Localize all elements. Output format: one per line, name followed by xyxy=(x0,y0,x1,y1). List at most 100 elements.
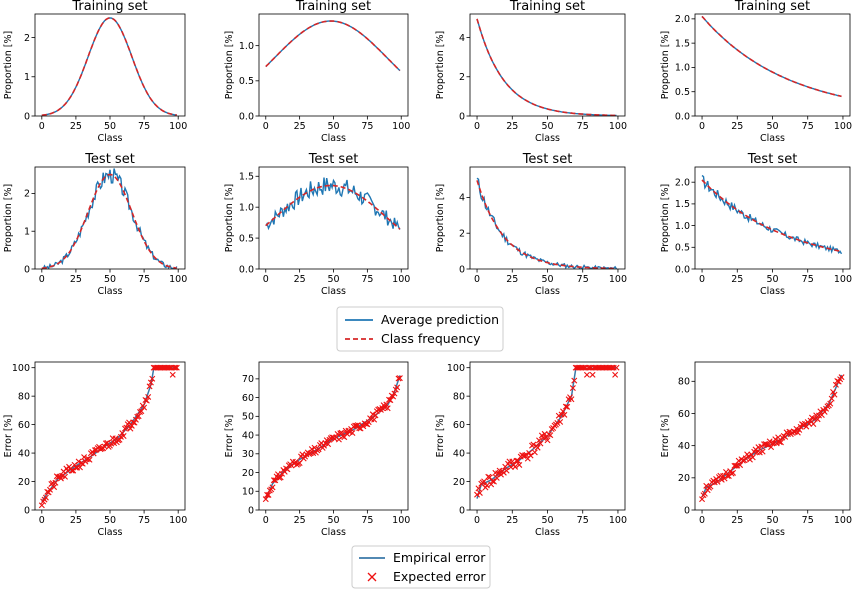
chart-title: Test set xyxy=(747,152,798,167)
expected-error-marker xyxy=(47,486,53,493)
expected-error-marker xyxy=(569,385,576,392)
axes-frame xyxy=(34,166,186,270)
x-axis-label: Class xyxy=(98,286,123,297)
expected-error-marker xyxy=(612,371,619,378)
expected-error-marker xyxy=(349,429,356,436)
expected-error-marker xyxy=(571,377,578,384)
x-tick-label: 0 xyxy=(39,121,45,132)
expected-error-marker xyxy=(277,474,284,481)
expected-error-marker xyxy=(77,464,83,471)
plot-area xyxy=(265,20,401,72)
x-tick-label: 50 xyxy=(327,515,339,526)
y-tick-label: 20 xyxy=(242,468,254,479)
y-tick-label: 0 xyxy=(24,111,30,122)
expected-error-marker xyxy=(768,444,775,451)
expected-error-marker xyxy=(562,403,569,410)
series-class-frequency xyxy=(41,173,177,269)
x-tick-label: 25 xyxy=(731,274,743,285)
expected-error-marker xyxy=(325,441,332,448)
legend-top-frame xyxy=(336,306,504,352)
expected-error-marker xyxy=(514,457,521,464)
expected-error-marker xyxy=(371,416,378,423)
expected-error-marker xyxy=(131,419,138,426)
expected-error-marker xyxy=(773,440,780,447)
x-tick-label: 50 xyxy=(104,121,116,132)
plot-area xyxy=(41,168,178,269)
expected-error-marker xyxy=(372,412,379,419)
expected-error-marker xyxy=(52,479,59,486)
expected-error-marker xyxy=(363,421,369,428)
expected-error-marker xyxy=(476,489,483,496)
expected-error-marker xyxy=(394,384,401,391)
expected-error-marker xyxy=(564,403,571,410)
x-tick-label: 100 xyxy=(834,515,852,526)
expected-error-marker xyxy=(838,374,845,381)
y-tick-label: 4 xyxy=(459,193,465,204)
x-tick-label: 100 xyxy=(609,515,627,526)
chart-error-1: 0 25 50 75 100 0 20 40 60 80 100 Class Error [%] xyxy=(3,361,187,538)
x-tick-label: 0 xyxy=(263,515,269,526)
series-class-frequency xyxy=(265,20,401,72)
y-axis-label: Proportion [%] xyxy=(224,184,235,252)
expected-error-marker xyxy=(713,475,720,482)
x-tick-label: 25 xyxy=(506,515,518,526)
axes-frame xyxy=(694,166,851,270)
x-tick-label: 50 xyxy=(766,515,778,526)
expected-error-marker xyxy=(42,494,49,501)
x-axis-label: Class xyxy=(321,133,346,144)
y-tick-label: 2.0 xyxy=(675,14,690,25)
y-tick-label: 0.0 xyxy=(675,264,690,275)
expected-error-marker xyxy=(544,437,551,444)
y-tick-label: 2 xyxy=(24,33,30,44)
y-tick-label: 0.0 xyxy=(239,264,254,275)
y-axis-label: Proportion [%] xyxy=(3,31,14,99)
expected-error-marker xyxy=(537,440,544,447)
y-axis-label: Error [%] xyxy=(3,415,14,458)
x-axis-label: Class xyxy=(760,527,785,538)
x-tick-label: 25 xyxy=(70,515,82,526)
expected-error-marker xyxy=(51,484,58,491)
expected-error-marker xyxy=(141,404,148,411)
expected-error-marker xyxy=(827,400,834,407)
series-expected-error xyxy=(38,364,180,509)
expected-error-marker xyxy=(75,458,82,465)
y-tick-label: 0.0 xyxy=(239,111,254,122)
expected-error-marker xyxy=(699,496,706,503)
y-tick-label: 0 xyxy=(684,505,690,516)
plot-area xyxy=(265,177,401,231)
legend-expected-label: Expected error xyxy=(393,569,486,584)
x-axis-label: Class xyxy=(535,133,560,144)
expected-error-marker xyxy=(68,467,75,474)
series-empirical-error xyxy=(41,367,177,502)
chart-test-gaussian: 0 25 50 75 100 0 1 2 Class Proportion [%] Test set xyxy=(3,152,187,297)
chart-title: Training set xyxy=(295,0,371,14)
y-tick-label: 2 xyxy=(459,72,465,83)
expected-error-marker xyxy=(384,405,391,412)
expected-error-marker xyxy=(391,390,398,397)
series-class-frequency xyxy=(265,184,401,230)
chart-title: Test set xyxy=(84,152,135,167)
chart-title: Training set xyxy=(509,0,585,14)
y-tick-label: 1.0 xyxy=(239,202,254,213)
x-tick-label: 25 xyxy=(294,121,306,132)
y-tick-label: 1.0 xyxy=(239,41,254,52)
expected-error-marker xyxy=(102,440,109,447)
expected-error-marker xyxy=(714,478,721,485)
x-tick-label: 0 xyxy=(39,274,45,285)
expected-error-marker xyxy=(531,449,538,456)
expected-error-marker xyxy=(490,478,497,485)
y-tick-label: 0 xyxy=(24,264,30,275)
chart-title: Test set xyxy=(522,152,573,167)
x-tick-label: 50 xyxy=(327,274,339,285)
series-average-prediction xyxy=(476,177,618,269)
axes-frame xyxy=(694,13,851,117)
x-tick-label: 100 xyxy=(169,515,187,526)
chart-train-exp2: 0 25 50 75 100 0.0 0.5 1.0 1.5 2.0 Class Proportion… xyxy=(660,0,852,144)
y-tick-label: 100 xyxy=(447,363,465,374)
chart-train-broad: 0 25 50 75 100 0.0 0.5 1.0 Class Proportion [%] Tr… xyxy=(224,0,410,144)
y-tick-label: 2 xyxy=(24,189,30,200)
plot-area xyxy=(701,174,843,255)
y-tick-label: 2 xyxy=(459,229,465,240)
expected-error-marker xyxy=(516,461,523,468)
x-axis-label: Class xyxy=(321,527,346,538)
